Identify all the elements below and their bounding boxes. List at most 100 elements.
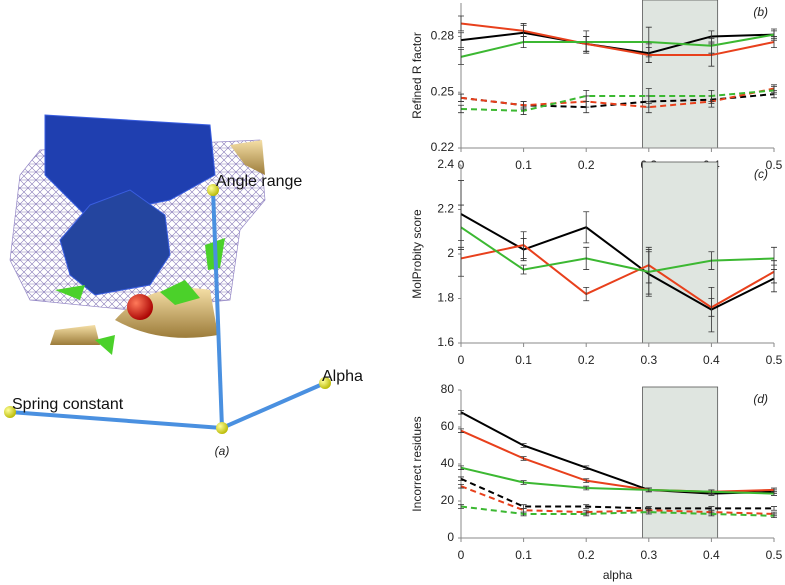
y-axis-title: Incorrect residues: [410, 416, 424, 511]
error-bar: [708, 37, 715, 54]
error-bar: [458, 32, 464, 49]
x-tick-label: 0.3: [640, 353, 657, 367]
y-tick-label: 40: [441, 456, 455, 470]
error-bar: [771, 513, 777, 519]
series-line: [460, 87, 775, 109]
y-axis-title: MolProbity score: [410, 209, 424, 299]
error-bar: [708, 489, 715, 494]
error-bar: [583, 211, 590, 244]
error-bar: [583, 485, 590, 491]
x-tick-label: 0.1: [515, 353, 532, 367]
x-tick-label: 0.2: [578, 158, 595, 172]
x-axis-title: alpha: [603, 568, 633, 582]
x-tick-label: 0.2: [578, 353, 595, 367]
error-bar: [583, 286, 590, 302]
y-tick-label: 2.2: [437, 202, 454, 216]
x-tick-label: 0.1: [515, 548, 532, 562]
error-bar: [458, 49, 464, 65]
y-tick-label: 2: [447, 246, 454, 260]
y-tick-label: 0.22: [431, 140, 455, 154]
x-tick-label: 0.5: [766, 548, 783, 562]
x-tick-label: 0.4: [703, 548, 720, 562]
error-bar: [645, 88, 652, 104]
error-bar: [645, 509, 652, 515]
highlight-band: [642, 161, 719, 344]
error-bar: [458, 483, 464, 489]
error-bar: [771, 86, 777, 95]
error-bar: [645, 249, 652, 295]
series-line: [460, 429, 775, 493]
error-bar: [708, 251, 715, 270]
panel-label: (b): [753, 5, 768, 19]
y-tick-label: 0.28: [431, 29, 455, 43]
series-line: [460, 89, 775, 112]
x-tick-label: 0: [458, 353, 465, 367]
highlight-band: [642, 0, 719, 149]
y-tick-label: 0: [447, 530, 454, 544]
error-bar: [583, 246, 590, 270]
panel-caption: (a): [215, 444, 230, 458]
error-bar: [458, 428, 464, 433]
series-line: [460, 33, 775, 58]
y-tick-label: 80: [441, 382, 455, 396]
axis-label-3d: Spring constant: [12, 396, 124, 413]
error-bar: [771, 246, 777, 270]
error-bar: [771, 491, 777, 496]
series-line: [460, 466, 775, 495]
error-bar: [458, 15, 464, 32]
x-tick-label: 0.4: [703, 353, 720, 367]
error-bar: [583, 478, 590, 483]
y-tick-label: 0.25: [431, 84, 455, 98]
error-bar: [458, 93, 464, 102]
error-bar: [583, 465, 590, 470]
error-bar: [645, 26, 652, 58]
x-tick-label: 0.2: [578, 548, 595, 562]
y-tick-label: 60: [441, 419, 455, 433]
error-bar: [583, 89, 590, 102]
error-bar: [583, 504, 590, 509]
panel-label: (c): [754, 167, 768, 181]
series-line: [460, 22, 775, 57]
error-bar: [771, 28, 777, 41]
error-bar: [520, 106, 527, 115]
axis-label-3d: Alpha: [322, 368, 363, 385]
error-bar: [520, 511, 527, 517]
x-tick-label: 0.5: [766, 158, 783, 172]
panel-label: (d): [753, 392, 768, 406]
y-tick-label: 2.4: [437, 157, 454, 171]
series-line: [460, 505, 775, 517]
error-bar: [583, 30, 590, 54]
error-bar: [771, 506, 777, 511]
axis-label-3d: Angle range: [216, 173, 302, 190]
x-tick-label: 0.1: [515, 158, 532, 172]
error-bar: [520, 480, 527, 485]
series-line: [460, 477, 774, 510]
series-line: [460, 485, 775, 515]
error-bar: [520, 231, 527, 259]
error-bar: [458, 104, 464, 114]
series-line: [460, 213, 775, 311]
series-line: [460, 244, 775, 309]
highlight-band: [642, 386, 719, 539]
error-bar: [520, 456, 527, 461]
error-bar: [458, 465, 464, 470]
error-bar: [645, 487, 652, 493]
error-bar: [583, 511, 590, 517]
molecule-illustration: [4, 114, 331, 434]
error-bar: [520, 443, 527, 448]
error-bar: [708, 298, 715, 317]
series-line: [460, 226, 775, 273]
error-bar: [458, 476, 464, 482]
y-tick-label: 20: [441, 493, 455, 507]
error-bar: [708, 511, 715, 517]
x-tick-label: 0.3: [640, 548, 657, 562]
x-tick-label: 0: [458, 548, 465, 562]
series-line: [460, 93, 775, 109]
y-tick-label: 1.6: [437, 335, 454, 349]
error-bar: [520, 264, 527, 275]
error-bar: [458, 409, 464, 415]
error-bar: [520, 36, 527, 49]
x-tick-label: 0.5: [766, 353, 783, 367]
error-bar: [458, 204, 464, 250]
